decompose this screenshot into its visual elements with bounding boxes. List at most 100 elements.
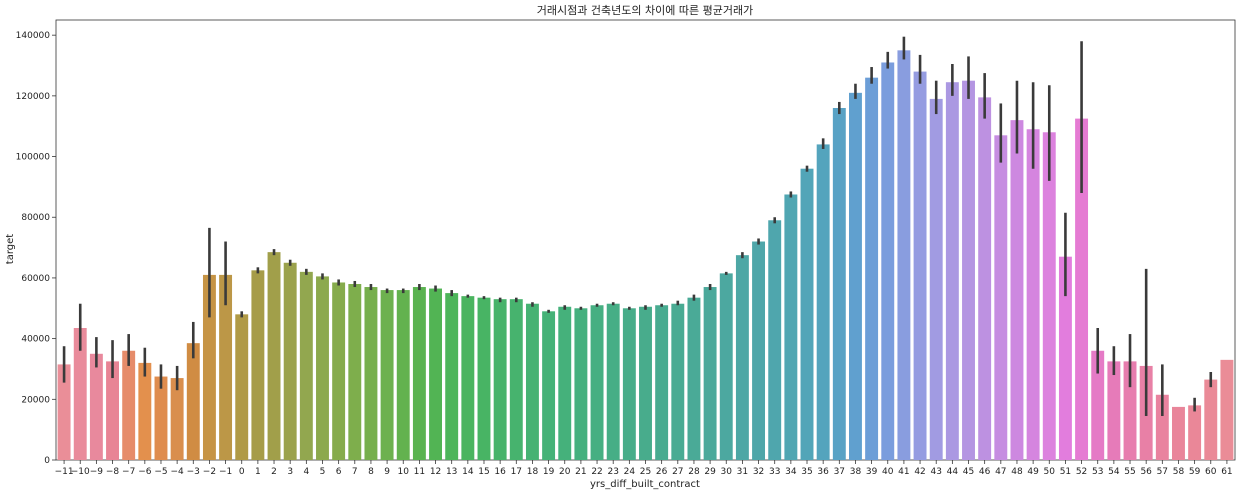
- bar-19: [542, 311, 556, 460]
- x-tick-label--3: −3: [187, 467, 200, 477]
- x-tick-label-59: 59: [1189, 467, 1201, 477]
- x-tick-label-53: 53: [1092, 467, 1103, 477]
- x-axis: −11−10 −9 −8 −7 −6 −5 −4 −3 −2 −1 0 1 2 3 4 5 6 7 8 9 10 11 12…: [55, 460, 1233, 477]
- x-tick-label-56: 56: [1140, 467, 1152, 477]
- bar-17: [509, 299, 523, 460]
- bar-29: [703, 287, 717, 460]
- x-tick-label-10: 10: [398, 467, 410, 477]
- bar-24: [622, 308, 636, 460]
- x-tick-label-48: 48: [1011, 467, 1023, 477]
- bar-14: [461, 296, 475, 460]
- bar-23: [606, 303, 620, 460]
- x-tick-label-58: 58: [1173, 467, 1185, 477]
- bar--9: [89, 353, 103, 460]
- bar-27: [671, 303, 685, 460]
- y-tick-label-80000: 80000: [21, 213, 50, 223]
- x-tick-label-8: 8: [368, 467, 374, 477]
- bar-11: [412, 287, 426, 460]
- x-tick-label-0: 0: [239, 467, 245, 477]
- x-tick-label-27: 27: [672, 467, 683, 477]
- bar--11: [57, 364, 71, 460]
- x-tick-label-1: 1: [255, 467, 261, 477]
- bar-37: [832, 108, 846, 460]
- bars-layer: [57, 50, 1234, 461]
- bar-7: [348, 284, 362, 460]
- x-tick-label-22: 22: [591, 467, 602, 477]
- x-tick-label-45: 45: [963, 467, 974, 477]
- x-tick-label-5: 5: [320, 467, 326, 477]
- bar-42: [913, 71, 927, 460]
- x-tick-label-33: 33: [769, 467, 780, 477]
- x-tick-label-2: 2: [271, 467, 277, 477]
- bar-8: [364, 287, 378, 460]
- bar-61: [1220, 359, 1234, 460]
- bar-32: [752, 241, 766, 460]
- x-tick-label--9: −9: [90, 467, 104, 477]
- x-tick-label-6: 6: [336, 467, 342, 477]
- bar--3: [186, 343, 200, 460]
- bar-18: [525, 303, 539, 460]
- bar-48: [1010, 120, 1024, 460]
- bar-57: [1155, 394, 1169, 460]
- bar-2: [267, 252, 281, 460]
- bar-1: [251, 270, 265, 460]
- bar-58: [1172, 406, 1185, 460]
- x-tick-label-12: 12: [430, 467, 441, 477]
- bar-44: [945, 82, 959, 461]
- x-tick-label--11: −11: [55, 467, 74, 477]
- x-tick-label-52: 52: [1076, 467, 1087, 477]
- x-axis-label: yrs_diff_built_contract: [590, 479, 700, 490]
- x-tick-label-4: 4: [303, 467, 309, 477]
- x-tick-label-49: 49: [1027, 467, 1039, 477]
- x-tick-label-20: 20: [559, 467, 571, 477]
- bar-40: [881, 62, 895, 460]
- bar-0: [235, 314, 249, 460]
- bar-60: [1204, 379, 1218, 460]
- x-tick-label--2: −2: [203, 467, 216, 477]
- y-tick-label-0: 0: [44, 456, 50, 466]
- bar-53: [1091, 350, 1105, 460]
- x-tick-label-39: 39: [866, 467, 878, 477]
- x-tick-label-40: 40: [882, 467, 894, 477]
- x-tick-label-50: 50: [1044, 467, 1056, 477]
- bar--5: [154, 376, 168, 460]
- x-tick-label--8: −8: [106, 467, 120, 477]
- bar-26: [655, 305, 669, 460]
- bar-10: [396, 290, 410, 460]
- x-tick-label--1: −1: [219, 467, 232, 477]
- bar-54: [1107, 361, 1121, 460]
- bar--10: [73, 328, 87, 460]
- bar-13: [445, 293, 459, 460]
- bar-52: [1075, 118, 1089, 461]
- bar--1: [219, 274, 233, 460]
- y-tick-label-100000: 100000: [16, 153, 51, 163]
- bar-20: [558, 306, 572, 460]
- x-tick-label-25: 25: [640, 467, 651, 477]
- chart-title: 거래시점과 건축년도의 차이에 따른 평균거래가: [537, 4, 753, 17]
- bar-41: [897, 50, 911, 461]
- bar--8: [106, 361, 119, 460]
- bar-4: [299, 271, 313, 460]
- x-tick-label-19: 19: [543, 467, 555, 477]
- x-tick-label-17: 17: [511, 467, 522, 477]
- bar-33: [768, 220, 782, 460]
- x-tick-label-13: 13: [446, 467, 457, 477]
- bar-12: [429, 288, 442, 460]
- bar-9: [380, 290, 394, 460]
- bar--6: [138, 362, 152, 460]
- x-tick-label-7: 7: [352, 467, 358, 477]
- x-tick-label-23: 23: [607, 467, 618, 477]
- bar-55: [1123, 361, 1137, 460]
- x-tick-label-21: 21: [575, 467, 586, 477]
- x-tick-label-9: 9: [384, 467, 390, 477]
- x-tick-label-46: 46: [979, 467, 991, 477]
- bar-47: [994, 135, 1008, 460]
- y-tick-label-60000: 60000: [21, 274, 50, 284]
- x-tick-label-11: 11: [414, 467, 425, 477]
- bar-45: [962, 80, 975, 460]
- x-tick-label-44: 44: [947, 467, 959, 477]
- x-tick-label-32: 32: [753, 467, 764, 477]
- bar-6: [332, 282, 346, 460]
- x-tick-label-41: 41: [898, 467, 909, 477]
